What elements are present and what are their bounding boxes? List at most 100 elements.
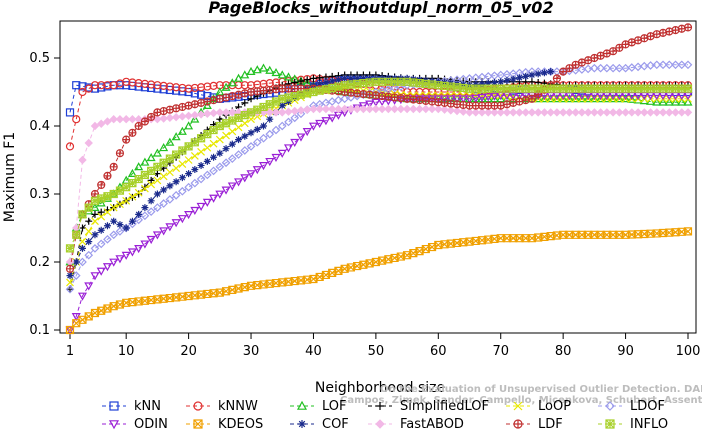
data-point	[540, 69, 548, 77]
data-point	[140, 170, 150, 180]
series-line	[69, 81, 688, 249]
data-point	[477, 108, 487, 117]
data-point	[683, 108, 693, 117]
data-point	[290, 138, 300, 148]
series-fastabod	[65, 104, 693, 267]
data-point	[227, 154, 237, 163]
data-point	[384, 104, 393, 114]
data-point	[415, 95, 425, 104]
legend-swatch-marker	[296, 400, 308, 410]
series-kdeos	[65, 227, 693, 335]
data-point	[646, 61, 655, 70]
data-point	[658, 60, 668, 70]
data-point	[452, 95, 462, 104]
data-point	[165, 154, 174, 163]
data-point	[565, 108, 574, 117]
data-point	[203, 143, 212, 152]
data-point	[353, 79, 362, 88]
data-point	[346, 104, 356, 114]
data-point	[221, 158, 231, 168]
data-point	[303, 105, 312, 114]
data-point	[153, 176, 162, 185]
data-point	[271, 125, 281, 135]
legend-item-cof: COF	[290, 417, 349, 432]
data-point	[103, 192, 112, 201]
data-point	[147, 180, 156, 189]
data-point	[271, 97, 281, 106]
data-point	[496, 108, 505, 117]
data-point	[260, 122, 268, 130]
data-point	[227, 182, 237, 191]
data-point	[259, 102, 268, 112]
data-point	[309, 104, 318, 114]
data-point	[134, 245, 144, 254]
data-point	[97, 194, 106, 203]
legend-label: SimplifiedLOF	[400, 399, 489, 414]
data-point	[159, 227, 169, 236]
data-point	[122, 183, 131, 192]
data-point	[190, 89, 199, 98]
data-point	[196, 110, 206, 119]
y-tick-label: 0.1	[29, 323, 50, 338]
data-point	[190, 114, 200, 123]
data-point	[577, 65, 587, 74]
data-point	[153, 190, 161, 198]
legend-item-ldf: LDF	[506, 417, 563, 432]
data-point	[197, 147, 206, 156]
data-point	[590, 63, 599, 73]
data-point	[284, 117, 293, 127]
data-point	[90, 202, 100, 211]
data-point	[658, 97, 668, 106]
data-point	[134, 215, 144, 225]
data-point	[103, 117, 112, 126]
data-point	[115, 186, 125, 195]
legend-item-loop: LoOP	[506, 399, 571, 414]
data-point	[203, 157, 211, 165]
data-point	[421, 95, 431, 104]
data-point	[221, 108, 231, 117]
data-point	[78, 244, 86, 252]
data-point	[147, 112, 156, 122]
data-point	[234, 123, 243, 132]
data-point	[489, 92, 500, 101]
data-point	[434, 104, 443, 114]
data-point	[658, 108, 668, 117]
data-point	[165, 195, 175, 204]
x-tick-label: 10	[118, 344, 135, 359]
data-point	[359, 79, 368, 88]
data-point	[96, 267, 106, 276]
data-point	[402, 104, 412, 114]
legend-item-ldof: LDOF	[598, 399, 665, 414]
data-point	[90, 244, 100, 253]
x-tick-label: 50	[368, 344, 385, 359]
data-point	[316, 74, 324, 82]
data-point	[633, 108, 643, 117]
data-point	[278, 94, 287, 103]
data-point	[465, 101, 474, 110]
data-point	[134, 162, 144, 171]
data-point	[421, 104, 431, 114]
data-point	[377, 104, 387, 114]
data-point	[171, 219, 181, 228]
data-point	[65, 244, 75, 253]
x-axis: 1 10 20 30 40 50 60 70 80 90 100	[66, 333, 700, 359]
data-point	[522, 72, 530, 80]
data-point	[652, 97, 662, 106]
data-point	[296, 133, 306, 142]
data-point	[85, 238, 93, 246]
data-point	[221, 119, 231, 128]
data-point	[341, 74, 349, 82]
data-point	[109, 162, 118, 171]
data-point	[271, 67, 281, 77]
legend-swatch-marker	[513, 401, 523, 411]
data-point	[197, 161, 205, 169]
data-point	[78, 257, 87, 267]
data-point	[78, 155, 87, 165]
data-point	[334, 95, 343, 105]
data-point	[203, 82, 212, 91]
legend-label: kNN	[134, 399, 161, 414]
data-point	[65, 108, 75, 117]
data-point	[252, 166, 262, 175]
data-point	[191, 166, 199, 174]
data-point	[340, 81, 349, 90]
